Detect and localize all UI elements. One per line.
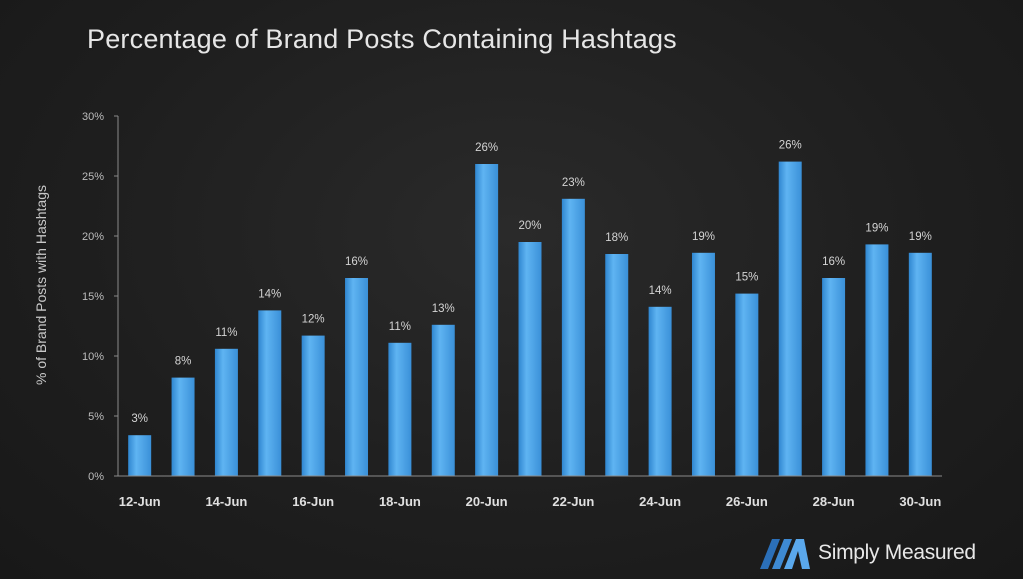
chart-title: Percentage of Brand Posts Containing Has… — [87, 24, 677, 54]
data-labels: 3% 8% 11% 14% 12% 16% 11% 13% 26% 20% 23% 18% 14% 19%… — [131, 140, 931, 426]
bars — [128, 161, 932, 477]
bar — [475, 164, 499, 476]
y-tick-label: 0% — [88, 471, 104, 483]
data-label: 12% — [302, 314, 325, 326]
bar — [735, 293, 759, 476]
y-axis: 0% 5% 10% 15% 20% 25% 30% — [82, 111, 119, 483]
data-label: 20% — [518, 220, 541, 232]
x-tick-label: 16-Jun — [292, 494, 334, 509]
x-tick-label: 24-Jun — [639, 494, 681, 509]
brand-logo: Simply Measured — [758, 533, 976, 573]
y-tick-label: 30% — [82, 111, 104, 123]
bar — [648, 306, 672, 476]
y-axis-label: % of Brand Posts with Hashtags — [33, 185, 49, 385]
bar — [128, 435, 152, 476]
brand-name: Simply Measured — [818, 541, 976, 564]
bar — [518, 242, 542, 476]
simply-measured-logo-icon — [760, 539, 810, 569]
data-label: 13% — [432, 303, 455, 315]
data-label: 26% — [779, 140, 802, 152]
data-label: 19% — [692, 231, 715, 243]
bar — [605, 254, 629, 476]
data-label: 11% — [389, 321, 411, 333]
data-label: 19% — [909, 231, 932, 243]
bar — [388, 342, 412, 476]
y-tick-label: 5% — [88, 411, 104, 423]
bar — [908, 252, 932, 476]
x-tick-label: 14-Jun — [205, 494, 247, 509]
x-tick-label: 20-Jun — [466, 494, 508, 509]
data-label: 11% — [215, 327, 237, 339]
y-tick-label: 15% — [82, 291, 104, 303]
data-label: 3% — [131, 413, 148, 425]
data-label: 23% — [562, 177, 585, 189]
data-label: 14% — [258, 288, 281, 300]
y-tick-label: 10% — [82, 351, 104, 363]
bar — [561, 198, 585, 477]
x-tick-label: 30-Jun — [899, 494, 941, 509]
x-tick-label: 12-Jun — [119, 494, 161, 509]
bar — [778, 161, 802, 476]
bar — [258, 310, 282, 476]
x-tick-label: 22-Jun — [552, 494, 594, 509]
y-tick-label: 25% — [82, 171, 104, 183]
x-tick-label: 26-Jun — [726, 494, 768, 509]
bar — [822, 278, 846, 476]
data-label: 16% — [345, 256, 368, 268]
data-label: 14% — [649, 285, 672, 297]
data-label: 15% — [735, 272, 758, 284]
data-label: 16% — [822, 256, 845, 268]
bar — [691, 252, 715, 476]
data-label: 19% — [865, 222, 888, 234]
x-axis: 12-Jun 14-Jun 16-Jun 18-Jun 20-Jun 22-Jun 24-J… — [118, 475, 942, 509]
bar — [431, 324, 455, 476]
x-tick-label: 28-Jun — [813, 494, 855, 509]
x-tick-label: 18-Jun — [379, 494, 421, 509]
bar — [301, 335, 325, 476]
bar — [345, 278, 369, 476]
data-label: 18% — [605, 232, 628, 244]
data-label: 8% — [175, 356, 192, 368]
bar — [171, 377, 195, 476]
bar — [214, 348, 238, 476]
data-label: 26% — [475, 142, 498, 154]
y-tick-label: 20% — [82, 231, 104, 243]
bar — [865, 244, 889, 476]
